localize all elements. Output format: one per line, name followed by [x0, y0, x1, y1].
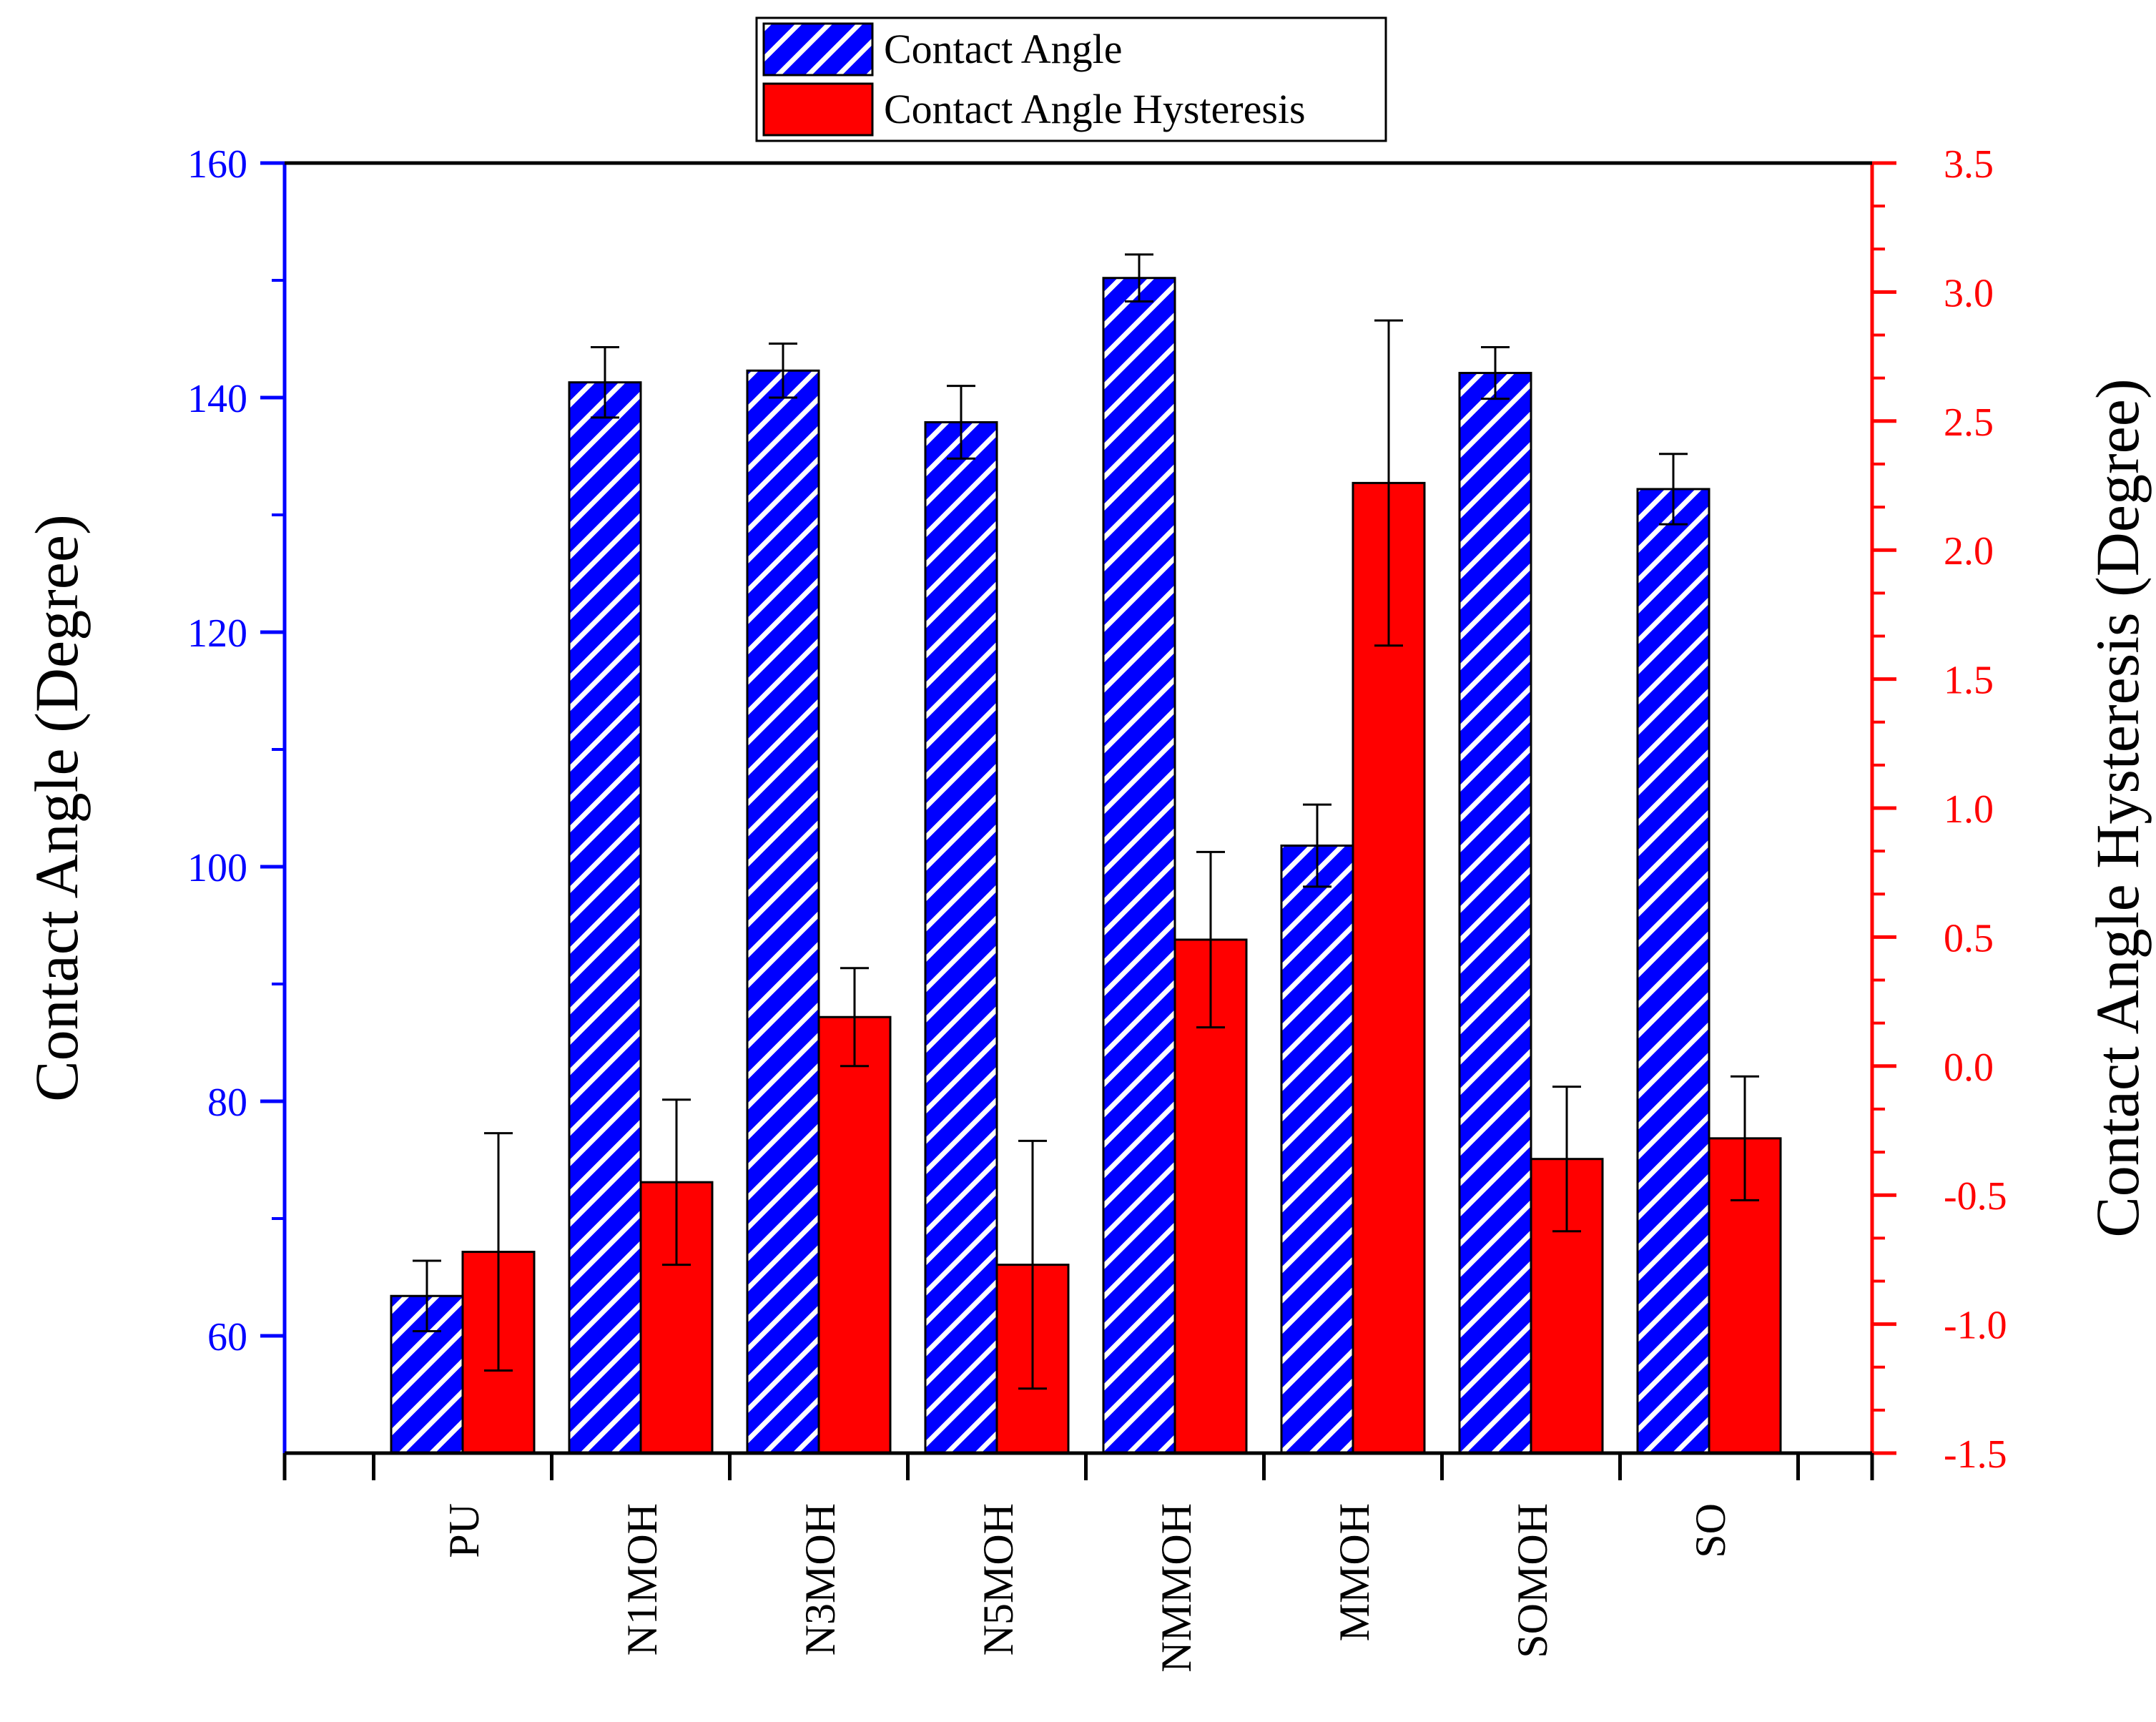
right-tick-label-0-0: 0.0: [1944, 1046, 1994, 1090]
right-axis-ticks: -1.5 -1.0 -0.5 0.0 0.5 1.0 1.5 2.0 2.5 3.0 3.5: [1872, 142, 2007, 1477]
left-tick-label-160: 160: [187, 142, 247, 187]
right-tick-label-1-5: -1.5: [1944, 1432, 2007, 1477]
chart-marks: [390, 253, 1782, 1455]
bar-contact-angle-mmoh: [1280, 844, 1354, 1455]
x-tick-label-mmoh: MMOH: [1331, 1503, 1378, 1641]
x-tick-label-n1moh: N1MOH: [619, 1503, 666, 1655]
x-tick-label-n3moh: N3MOH: [797, 1503, 844, 1655]
right-tick-label-1-5: 1.5: [1944, 659, 1994, 703]
bar-contact-angle-n1moh: [568, 381, 642, 1455]
legend: Contact Angle Contact Angle Hysteresis: [755, 16, 1387, 142]
bar-contact-angle-hysteresis-n3moh: [817, 1015, 892, 1455]
bar-contact-angle-somoh: [1458, 372, 1532, 1455]
left-axis-title: Contact Angle (Degree): [22, 514, 91, 1101]
legend-label-contact-angle: Contact Angle: [884, 26, 1122, 72]
x-tick-label-pu: PU: [440, 1503, 488, 1558]
right-tick-label-1-0: -1.0: [1944, 1304, 2007, 1348]
left-axis-ticks: 60 80 100 120 140 160: [187, 142, 285, 1359]
bar-contact-angle-so: [1636, 488, 1710, 1455]
left-tick-label-120: 120: [187, 611, 247, 656]
x-tick-label-so: SO: [1687, 1503, 1734, 1558]
x-axis-ticks: PU N1MOH N3MOH N5MOH NMMOH MMOH SOMOH SO: [282, 1453, 1874, 1673]
right-tick-label-2-0: 2.0: [1944, 529, 1994, 574]
left-tick-label-100: 100: [187, 846, 247, 890]
left-tick-label-140: 140: [187, 377, 247, 421]
right-tick-label-0-5: -0.5: [1944, 1174, 2007, 1219]
x-tick-label-somoh: SOMOH: [1509, 1503, 1556, 1658]
right-tick-label-2-5: 2.5: [1944, 400, 1994, 445]
legend-swatch-contact-angle-hysteresis: [762, 82, 874, 137]
right-tick-label-3-0: 3.0: [1944, 271, 1994, 315]
right-tick-label-1-0: 1.0: [1944, 787, 1994, 832]
x-tick-label-nmmoh: NMMOH: [1153, 1503, 1200, 1673]
legend-label-contact-angle-hysteresis: Contact Angle Hysteresis: [884, 86, 1306, 132]
x-tick-label-n5moh: N5MOH: [975, 1503, 1022, 1655]
legend-swatch-contact-angle: [762, 22, 874, 77]
left-tick-label-80: 80: [207, 1081, 247, 1125]
bar-contact-angle-n3moh: [746, 369, 820, 1455]
bar-contact-angle-n5moh: [924, 420, 998, 1455]
bar-contact-angle-nmmoh: [1102, 277, 1176, 1455]
right-axis-title: Contact Angle Hysteresis (Degree): [2083, 378, 2152, 1237]
right-tick-label-3-5: 3.5: [1944, 142, 1994, 187]
right-tick-label-0-5: 0.5: [1944, 916, 1994, 960]
left-tick-label-60: 60: [207, 1315, 247, 1359]
